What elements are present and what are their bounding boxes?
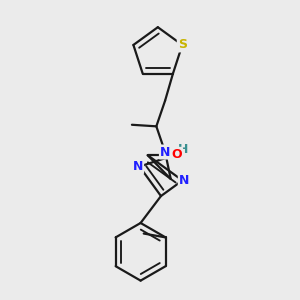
- Text: N: N: [179, 174, 189, 187]
- Text: S: S: [178, 38, 187, 52]
- Text: O: O: [171, 148, 182, 161]
- Text: N: N: [133, 160, 143, 173]
- Text: H: H: [178, 143, 188, 156]
- Text: N: N: [160, 146, 170, 158]
